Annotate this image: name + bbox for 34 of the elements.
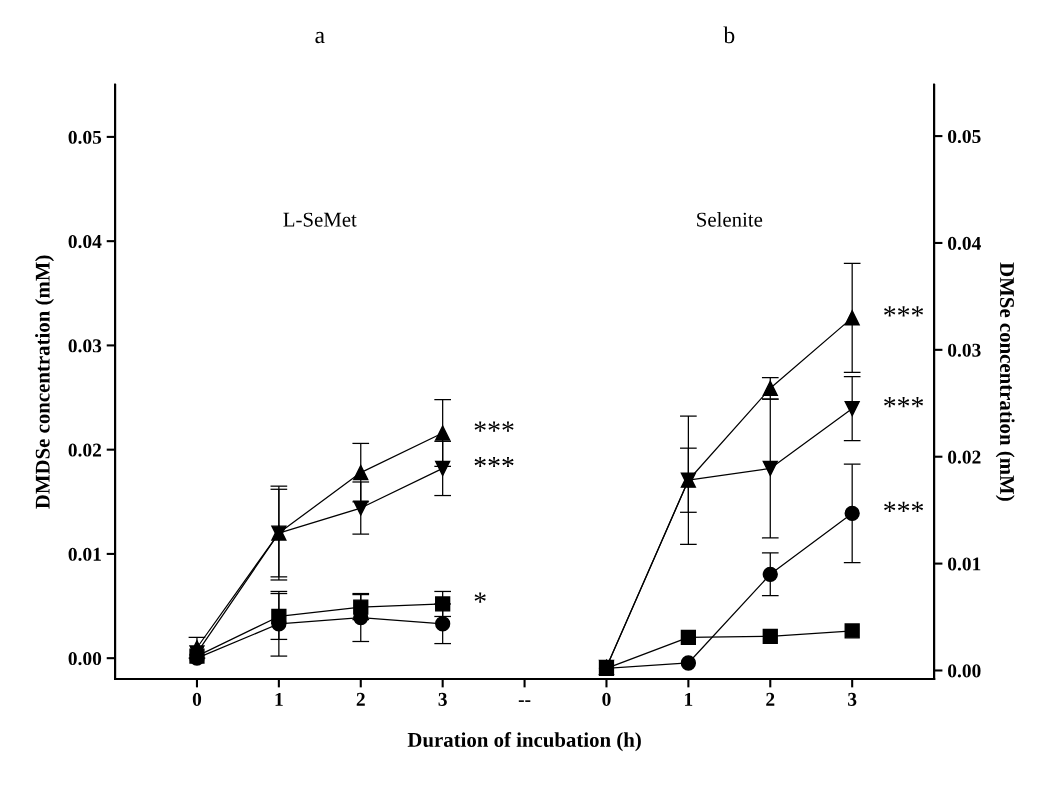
y2-tick-label: 0.04 [948, 236, 981, 250]
y-tick-label: 0.04 [68, 234, 102, 249]
x-tick-label: 0 [602, 692, 611, 706]
y-tick-label: 0.01 [68, 547, 101, 561]
x-tick-label: 3 [848, 692, 857, 706]
y-tick-label: 0.00 [68, 651, 102, 666]
text: a [315, 31, 325, 44]
y-tick-label: 0.03 [68, 339, 102, 353]
x-tick-label: 1 [275, 692, 283, 706]
y2-tick-label: 0.03 [948, 343, 981, 357]
x-tick-label: 0 [192, 692, 202, 706]
x-axis-title: Duration of incubation (h) [407, 732, 641, 752]
text: b [723, 26, 735, 44]
data-label: *** [884, 306, 924, 317]
x-tick-label: 2 [356, 692, 365, 706]
y2-axis-title: DMSe concentration (mM) [995, 262, 1015, 501]
annotation: L-SeMet [283, 212, 357, 227]
y2-tick-label: 0.05 [948, 129, 981, 144]
data-label: *** [884, 501, 924, 513]
y-tick-label: 0.02 [68, 443, 102, 457]
x-tick-label: 1 [685, 692, 693, 706]
data-label: *** [474, 456, 514, 468]
y-axis-title: DMDSe concentration (mM) [35, 255, 54, 509]
y2-tick-label: 0.02 [948, 450, 981, 464]
x-tick-label: -- [518, 700, 531, 702]
data-label: *** [474, 421, 514, 432]
data-label: *** [884, 397, 924, 408]
y-tick-label: 0.05 [68, 130, 102, 144]
x-tick-label: 2 [766, 692, 775, 706]
y2-tick-label: 0.01 [948, 557, 981, 571]
data-label: * [474, 592, 486, 603]
y2-tick-label: 0.00 [948, 664, 981, 678]
x-tick-label: 3 [438, 692, 447, 706]
annotation: Selenite [697, 212, 763, 227]
